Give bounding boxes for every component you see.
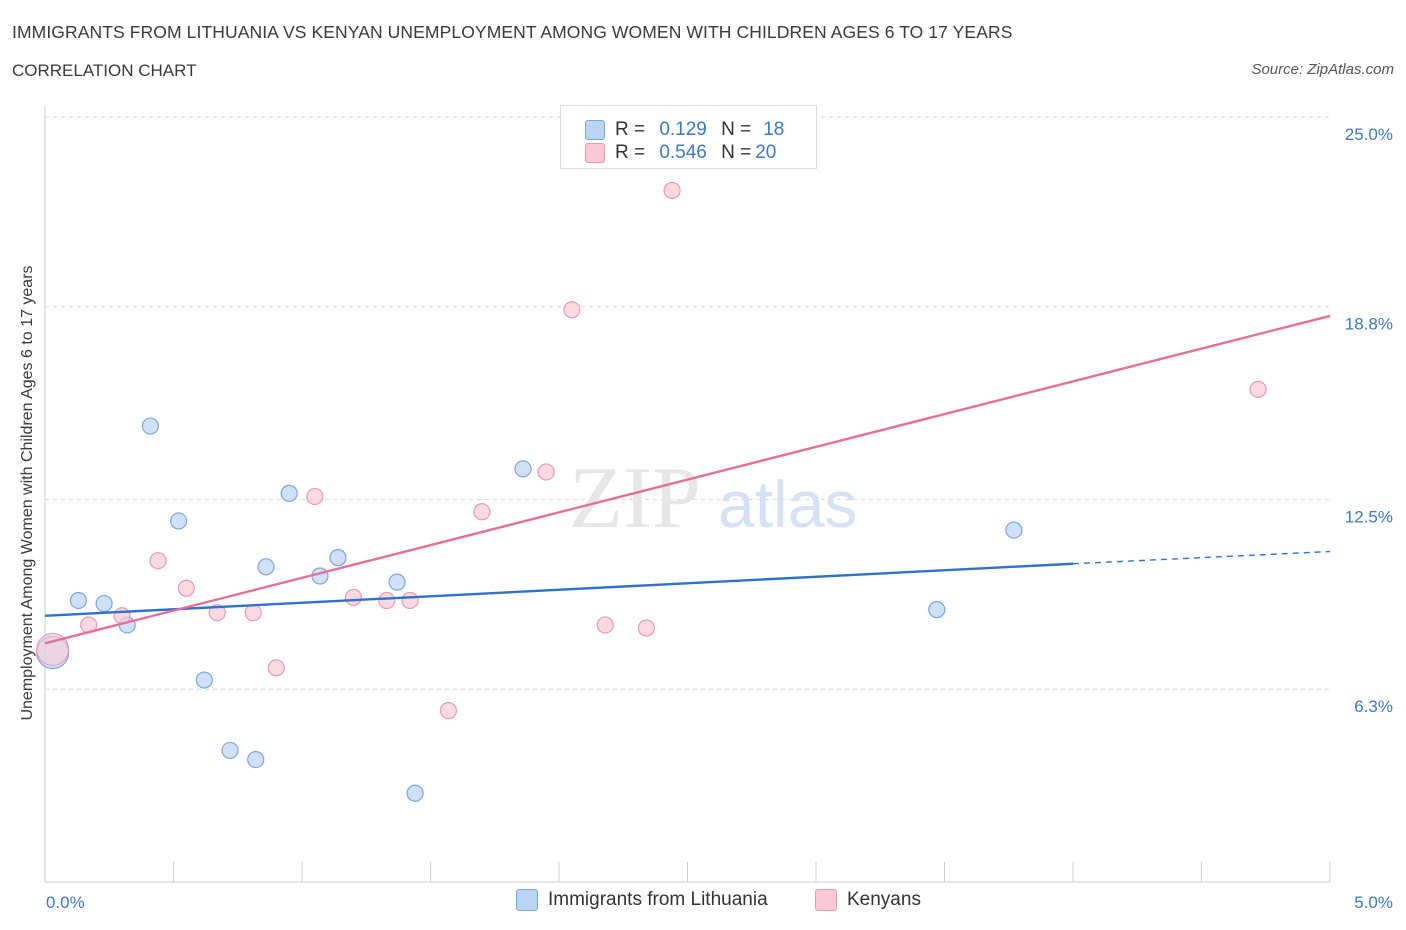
- data-point-lithuania: [311, 567, 329, 585]
- trend-line-extension-lithuania: [1072, 550, 1331, 565]
- watermark-zip: ZIP: [569, 450, 701, 547]
- n-label: N =: [721, 119, 752, 140]
- data-point-kenyans: [244, 604, 262, 622]
- data-point-kenyans: [596, 616, 614, 634]
- correlation-legend: R = 0.129 N = 18 R = 0.546 N = 20: [560, 105, 817, 169]
- data-point-kenyans: [537, 463, 555, 481]
- data-point-kenyans: [1249, 380, 1267, 398]
- data-point-lithuania: [928, 601, 946, 619]
- data-point-kenyans: [473, 503, 491, 521]
- chart-title: IMMIGRANTS FROM LITHUANIA VS KENYAN UNEM…: [12, 22, 1013, 42]
- data-point-kenyans: [267, 659, 285, 677]
- x-tick-label: 0.0%: [46, 893, 85, 912]
- legend-row-kenyans: R = 0.546 N = 20: [585, 140, 776, 166]
- data-point-lithuania: [388, 573, 406, 591]
- data-point-kenyans: [637, 619, 655, 637]
- data-point-kenyans: [36, 632, 70, 667]
- legend-row-lithuania: R = 0.129 N = 18: [585, 117, 784, 143]
- legend-label-kenyans: Kenyans: [847, 889, 921, 910]
- data-point-lithuania: [141, 417, 159, 435]
- n-label: N =: [721, 142, 752, 163]
- data-point-kenyans: [177, 579, 195, 597]
- data-point-kenyans: [149, 552, 167, 570]
- data-point-lithuania: [221, 741, 239, 760]
- data-point-kenyans: [401, 591, 419, 610]
- series-legend: Immigrants from Lithuania Kenyans: [0, 889, 1406, 915]
- data-point-kenyans: [663, 181, 681, 200]
- data-point-lithuania: [280, 484, 298, 502]
- y-tick-label: 6.3%: [1354, 697, 1393, 716]
- data-point-kenyans: [563, 301, 581, 319]
- data-point-lithuania: [195, 671, 213, 689]
- data-point-kenyans: [208, 604, 226, 622]
- legend-swatch-lithuania: [585, 120, 605, 140]
- x-tick-label: 5.0%: [1354, 893, 1393, 912]
- y-tick-label: 18.8%: [1345, 315, 1393, 334]
- legend-item-lithuania[interactable]: Immigrants from Lithuania: [516, 889, 768, 911]
- n-value: 20: [755, 142, 777, 163]
- data-point-lithuania: [329, 549, 347, 567]
- data-point-kenyans: [378, 591, 396, 610]
- y-tick-label: 25.0%: [1345, 125, 1393, 144]
- legend-label-lithuania: Immigrants from Lithuania: [548, 889, 768, 910]
- trend-line-kenyans: [44, 314, 1331, 645]
- r-label: R =: [615, 119, 646, 140]
- data-point-lithuania: [69, 591, 88, 610]
- data-point-lithuania: [406, 784, 424, 802]
- legend-swatch-kenyans: [815, 889, 837, 911]
- data-point-lithuania: [170, 512, 188, 530]
- legend-swatch-lithuania: [516, 889, 538, 911]
- legend-item-kenyans[interactable]: Kenyans: [815, 889, 921, 911]
- r-value: 0.546: [659, 142, 707, 163]
- watermark-atlas: atlas: [718, 467, 857, 541]
- data-point-kenyans: [439, 702, 458, 720]
- data-point-kenyans: [306, 487, 324, 506]
- source-credit: Source: ZipAtlas.com: [1251, 61, 1394, 78]
- data-point-lithuania: [95, 594, 113, 613]
- r-value: 0.129: [659, 119, 707, 140]
- y-tick-label: 12.5%: [1345, 508, 1393, 527]
- legend-swatch-kenyans: [585, 143, 605, 163]
- chart-subtitle: CORRELATION CHART: [12, 61, 197, 80]
- r-label: R =: [615, 142, 646, 163]
- data-point-lithuania: [257, 558, 275, 576]
- data-point-lithuania: [514, 460, 532, 478]
- data-point-lithuania: [1005, 521, 1023, 539]
- trend-line-lithuania: [44, 562, 1074, 617]
- data-point-kenyans: [344, 588, 362, 607]
- n-value: 18: [763, 119, 785, 140]
- data-point-lithuania: [247, 750, 265, 769]
